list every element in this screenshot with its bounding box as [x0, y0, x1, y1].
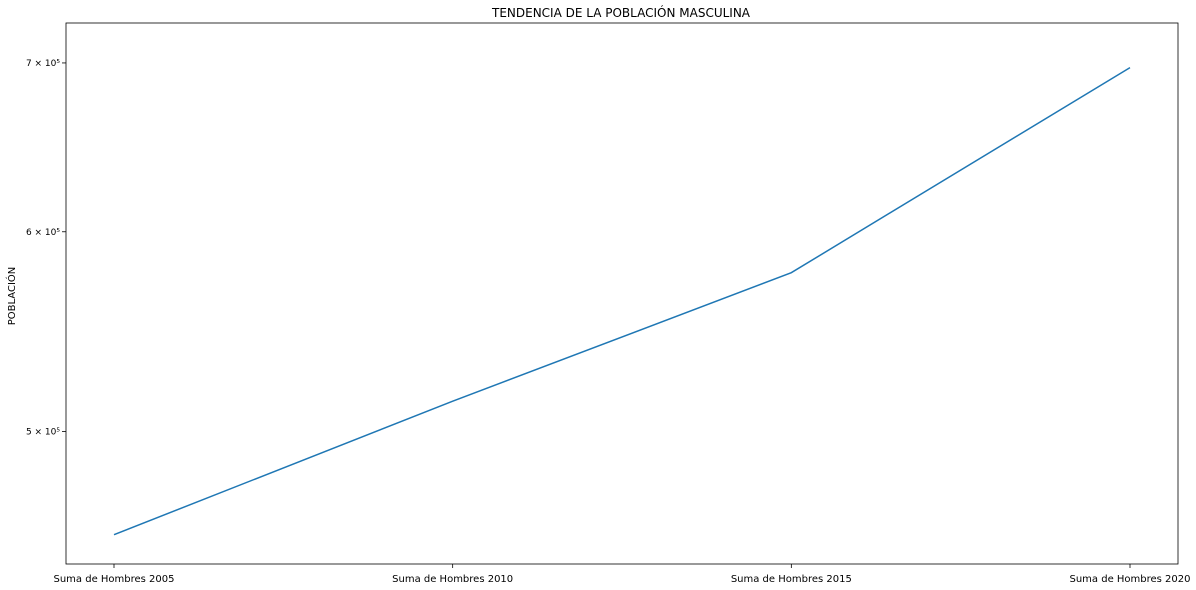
x-ticks: Suma de Hombres 2005 Suma de Hombres 2010…	[53, 564, 1191, 585]
y-tick-label: 7 × 10⁵	[26, 59, 60, 69]
x-tick-label: Suma de Hombres 2015	[731, 574, 852, 585]
series-line-0	[113, 66, 1131, 536]
x-tick-label: Suma de Hombres 2005	[53, 574, 174, 585]
series-group	[113, 66, 1131, 536]
y-tick-label: 6 × 10⁵	[26, 228, 60, 238]
y-tick-label: 5 × 10⁵	[26, 427, 60, 437]
x-tick-label: Suma de Hombres 2010	[392, 574, 513, 585]
plot-area	[65, 22, 1179, 565]
chart-title: TENDENCIA DE LA POBLACIÓN MASCULINA	[491, 5, 751, 20]
y-axis-label: POBLACIÓN	[5, 267, 18, 326]
y-ticks: 5 × 10⁵ 6 × 10⁵ 7 × 10⁵	[26, 59, 66, 437]
x-tick-label: Suma de Hombres 2020	[1069, 574, 1190, 585]
